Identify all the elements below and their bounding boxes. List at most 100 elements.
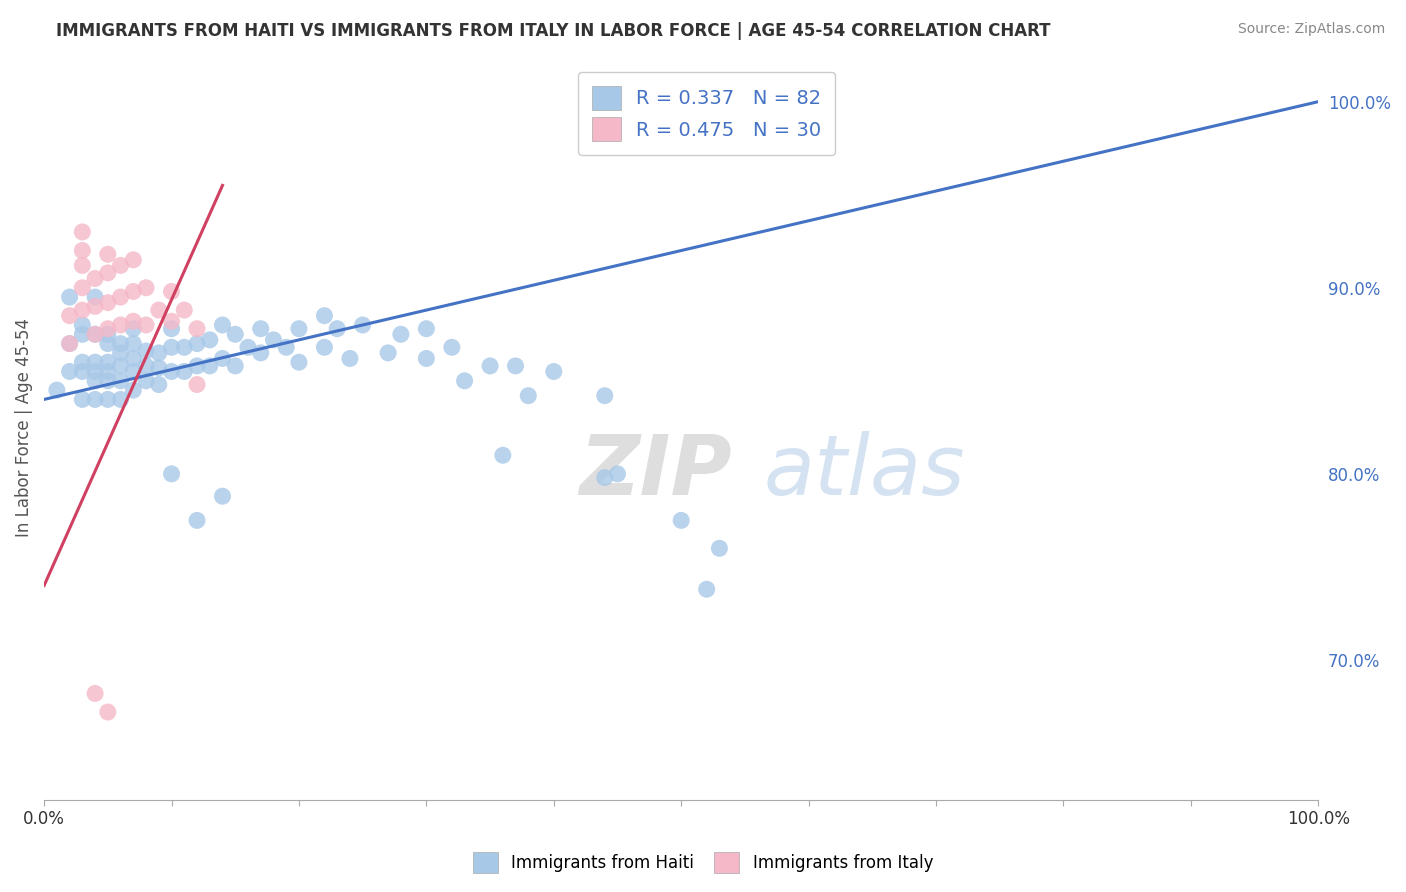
Point [122, 285, 145, 299]
Point [377, 346, 399, 360]
Point [389, 327, 412, 342]
Text: ZIP: ZIP [579, 432, 733, 513]
Point [479, 359, 502, 373]
Point [160, 340, 183, 354]
Point [97, 327, 120, 342]
Point [186, 336, 208, 351]
Point [122, 252, 145, 267]
Point [97, 247, 120, 261]
Point [492, 448, 515, 462]
Point [236, 340, 259, 354]
Point [606, 467, 628, 481]
Point [84, 299, 107, 313]
Point [198, 333, 221, 347]
Point [160, 467, 183, 481]
Point [110, 336, 132, 351]
Point [84, 327, 107, 342]
Point [97, 392, 120, 407]
Point [72, 327, 94, 342]
Point [110, 392, 132, 407]
Point [173, 364, 195, 378]
Point [148, 303, 170, 318]
Point [72, 303, 94, 318]
Point [110, 259, 132, 273]
Point [339, 351, 361, 366]
Point [186, 321, 208, 335]
Point [135, 281, 157, 295]
Point [415, 321, 437, 335]
Point [276, 340, 298, 354]
Point [160, 285, 183, 299]
Point [84, 374, 107, 388]
Point [543, 364, 565, 378]
Point [122, 383, 145, 397]
Legend: Immigrants from Haiti, Immigrants from Italy: Immigrants from Haiti, Immigrants from I… [467, 846, 939, 880]
Point [288, 321, 311, 335]
Point [505, 359, 527, 373]
Point [122, 314, 145, 328]
Point [72, 225, 94, 239]
Point [84, 364, 107, 378]
Y-axis label: In Labor Force | Age 45-54: In Labor Force | Age 45-54 [15, 318, 32, 537]
Point [262, 333, 284, 347]
Point [110, 318, 132, 332]
Point [58, 364, 80, 378]
Point [709, 541, 731, 556]
Point [186, 377, 208, 392]
Point [249, 346, 271, 360]
Point [97, 321, 120, 335]
Point [173, 303, 195, 318]
Point [326, 321, 349, 335]
Point [84, 392, 107, 407]
Point [160, 314, 183, 328]
Point [211, 489, 233, 503]
Point [58, 336, 80, 351]
Text: IMMIGRANTS FROM HAITI VS IMMIGRANTS FROM ITALY IN LABOR FORCE | AGE 45-54 CORREL: IMMIGRANTS FROM HAITI VS IMMIGRANTS FROM… [56, 22, 1050, 40]
Point [84, 290, 107, 304]
Point [352, 318, 374, 332]
Point [453, 374, 475, 388]
Point [84, 686, 107, 700]
Point [135, 374, 157, 388]
Point [211, 318, 233, 332]
Point [135, 359, 157, 373]
Point [517, 389, 540, 403]
Point [72, 355, 94, 369]
Point [122, 321, 145, 335]
Point [110, 374, 132, 388]
Point [122, 336, 145, 351]
Point [58, 336, 80, 351]
Point [593, 389, 616, 403]
Point [72, 364, 94, 378]
Point [211, 351, 233, 366]
Point [173, 340, 195, 354]
Point [58, 309, 80, 323]
Point [593, 470, 616, 484]
Point [224, 359, 246, 373]
Point [314, 309, 336, 323]
Point [669, 513, 692, 527]
Text: Source: ZipAtlas.com: Source: ZipAtlas.com [1237, 22, 1385, 37]
Point [135, 318, 157, 332]
Point [186, 359, 208, 373]
Point [198, 359, 221, 373]
Point [72, 318, 94, 332]
Point [415, 351, 437, 366]
Point [696, 582, 718, 597]
Point [224, 327, 246, 342]
Point [97, 295, 120, 310]
Point [84, 271, 107, 285]
Point [110, 290, 132, 304]
Point [288, 355, 311, 369]
Point [72, 244, 94, 258]
Point [110, 359, 132, 373]
Legend: R = 0.337   N = 82, R = 0.475   N = 30: R = 0.337 N = 82, R = 0.475 N = 30 [578, 72, 835, 154]
Text: atlas: atlas [763, 432, 966, 513]
Point [97, 266, 120, 280]
Point [97, 355, 120, 369]
Point [148, 346, 170, 360]
Point [72, 259, 94, 273]
Point [58, 290, 80, 304]
Point [84, 355, 107, 369]
Point [148, 360, 170, 375]
